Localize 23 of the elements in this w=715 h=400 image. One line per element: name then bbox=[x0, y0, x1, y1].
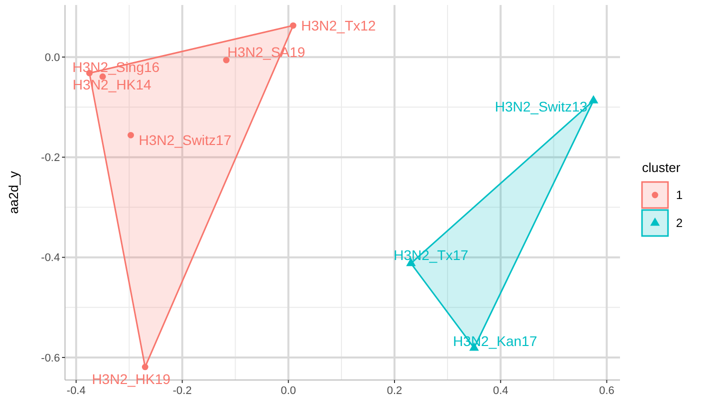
x-tick-label: 0.0 bbox=[280, 385, 296, 397]
y-tick-label: 0.0 bbox=[44, 52, 60, 64]
annotation: H3N2_Switz13 bbox=[494, 98, 588, 115]
point bbox=[223, 56, 230, 64]
point bbox=[142, 364, 148, 370]
legend-title: cluster bbox=[642, 160, 681, 175]
legend-label: 1 bbox=[676, 188, 683, 202]
point bbox=[290, 22, 296, 29]
y-tick-label: -0.2 bbox=[41, 152, 60, 164]
annotation: H3N2_HK19 bbox=[92, 370, 171, 387]
x-tick-label: 0.6 bbox=[599, 385, 614, 397]
legend-label: 2 bbox=[676, 216, 683, 230]
annotation: H3N2_Switz17 bbox=[138, 132, 232, 148]
annotation: H3N2_Tx12 bbox=[301, 17, 376, 34]
x-tick-label: -0.4 bbox=[66, 385, 86, 397]
x-tick-label: 0.2 bbox=[386, 385, 402, 397]
y-tick-label: -0.4 bbox=[41, 252, 60, 264]
y-axis-title: aa2d_y bbox=[6, 170, 21, 214]
point bbox=[128, 132, 134, 138]
point bbox=[588, 95, 598, 104]
y-tick-label: -0.6 bbox=[41, 352, 60, 364]
x-tick-label: 0.4 bbox=[492, 385, 508, 397]
x-tick-label: -0.2 bbox=[172, 385, 192, 397]
